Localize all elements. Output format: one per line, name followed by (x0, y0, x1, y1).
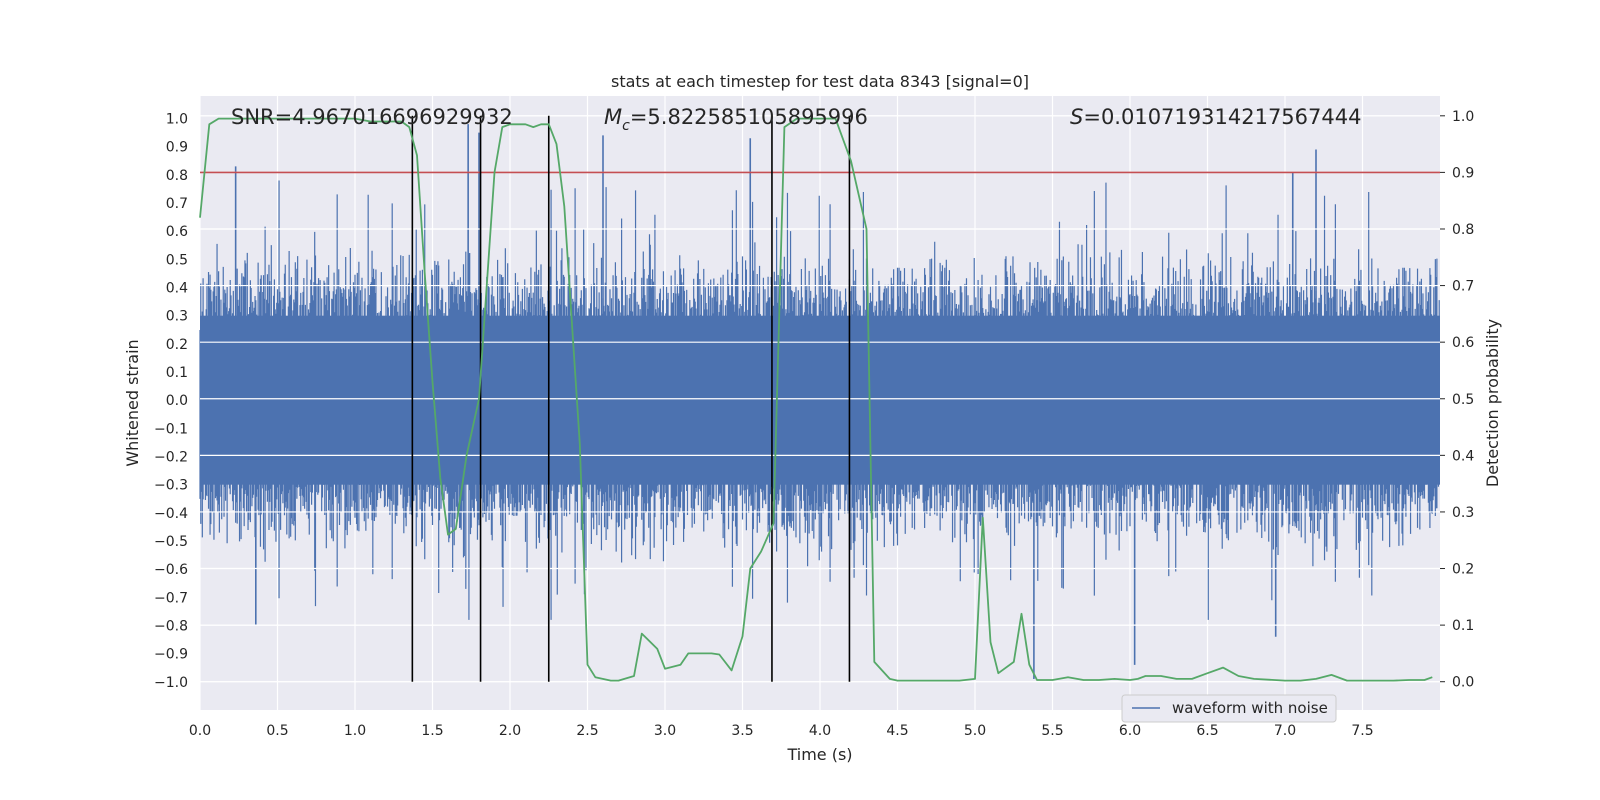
s-value: =0.010719314217567444 (1083, 105, 1361, 129)
x-tick-label: 4.5 (886, 723, 908, 739)
y-left-tick-label: −0.5 (154, 534, 188, 550)
y-left-tick-label: 0.4 (166, 281, 188, 297)
waveform-core-band (200, 315, 1440, 485)
y-left-tick-label: 0.6 (166, 224, 188, 240)
x-tick-label: 3.0 (654, 723, 676, 739)
ticks: 0.0 0.5 1.0 1.5 2.0 2.5 3.0 3.5 4.0 4.5 5.0 5.5 6.0 6… (154, 109, 1474, 739)
y-right-tick-label: 0.6 (1452, 335, 1474, 351)
y-right-tick-label: 0.5 (1452, 392, 1474, 408)
chirp-mass-subscript: c (622, 118, 630, 134)
y-left-tick-label: −0.1 (154, 421, 188, 437)
y-left-tick-label: 0.9 (166, 140, 188, 156)
overlay-layer (199, 115, 1440, 683)
x-tick-label: 6.0 (1119, 723, 1141, 739)
x-tick-label: 2.0 (499, 723, 521, 739)
y-left-tick-label: −0.7 (154, 590, 188, 606)
y-left-tick-label: −1.0 (154, 675, 188, 691)
y-left-tick-label: −0.8 (154, 619, 188, 635)
y-left-tick-label: 1.0 (166, 112, 188, 128)
x-tick-label: 0.5 (266, 723, 288, 739)
y-right-tick-label: 0.4 (1452, 448, 1474, 464)
legend-box (1121, 694, 1337, 723)
y-right-tick-label: 0.0 (1452, 675, 1474, 691)
x-tick-label: 2.5 (576, 723, 598, 739)
waveform-series (199, 124, 1440, 680)
y-left-tick-label: −0.3 (154, 478, 188, 494)
x-tick-label: 1.5 (421, 723, 443, 739)
x-tick-label: 7.0 (1274, 723, 1296, 739)
y-left-tick-label: 0.2 (166, 337, 188, 353)
chirp-mass-annotation: Mc=5.822585105895996 (604, 105, 868, 134)
y-axis-label-right: Detection probability (1483, 319, 1502, 487)
x-tick-label: 1.0 (344, 723, 366, 739)
y-right-tick-label: 0.7 (1452, 279, 1474, 295)
x-tick-label: 7.5 (1351, 723, 1373, 739)
y-left-tick-label: 0.5 (166, 252, 188, 268)
x-axis-label: Time (s) (786, 745, 852, 764)
y-right-tick-label: 0.1 (1452, 618, 1474, 634)
y-left-tick-label: −0.4 (154, 506, 188, 522)
chirp-mass-value: =5.822585105895996 (630, 105, 868, 129)
s-annotation: S=0.010719314217567444 (1070, 105, 1361, 129)
x-tick-label: 5.5 (1041, 723, 1063, 739)
y-right-tick-label: 0.9 (1452, 165, 1474, 181)
x-tick-label: 5.0 (964, 723, 986, 739)
x-tick-label: 0.0 (189, 723, 211, 739)
y-right-tick-label: 1.0 (1452, 109, 1474, 125)
y-left-tick-label: 0.3 (166, 309, 188, 325)
legend-label: waveform with noise (1172, 699, 1328, 717)
y-right-tick-label: 0.2 (1452, 562, 1474, 578)
chirp-mass-symbol: M (604, 105, 622, 129)
y-left-tick-label: −0.9 (154, 647, 188, 663)
x-tick-label: 3.5 (731, 723, 753, 739)
y-left-tick-label: −0.6 (154, 562, 188, 578)
y-right-tick-label: 0.3 (1452, 505, 1474, 521)
y-left-tick-label: 0.8 (166, 168, 188, 184)
s-symbol: S (1070, 105, 1083, 129)
y-left-tick-label: 0.0 (166, 393, 188, 409)
y-axis-label-left: Whitened strain (123, 339, 142, 466)
y-left-tick-label: 0.7 (166, 196, 188, 212)
y-left-tick-label: −0.2 (154, 450, 188, 466)
y-left-tick-label: 0.1 (166, 365, 188, 381)
y-right-tick-label: 0.8 (1452, 222, 1474, 238)
legend: waveform with noise (1121, 694, 1337, 723)
x-tick-label: 4.0 (809, 723, 831, 739)
snr-annotation: SNR=4.967016696929932 (231, 105, 513, 129)
chart-title: stats at each timestep for test data 834… (611, 72, 1029, 91)
x-tick-label: 6.5 (1196, 723, 1218, 739)
detection-probability-line (199, 117, 1433, 682)
